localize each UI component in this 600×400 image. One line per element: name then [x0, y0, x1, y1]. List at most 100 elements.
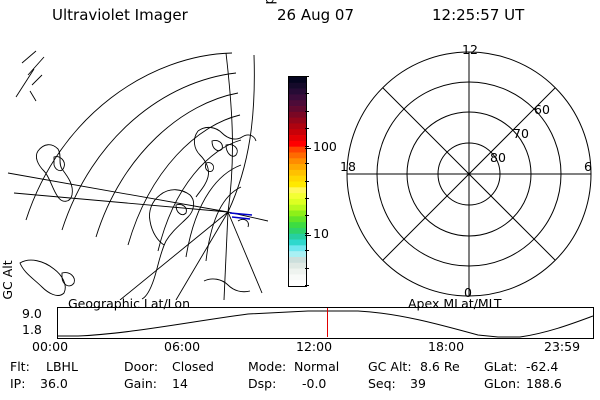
colorbar-band [289, 106, 306, 113]
colorbar-unit-main: photon cm [262, 0, 277, 4]
status-ip-label: IP: [10, 376, 26, 391]
status-dsp-value: -0.0 [302, 376, 327, 391]
colorbar-band [289, 152, 306, 159]
svg-text:70: 70 [513, 126, 529, 141]
colorbar-minor-tick [305, 111, 309, 112]
colorbar-band [289, 100, 306, 107]
colorbar-minor-tick [305, 181, 309, 182]
colorbar-band [289, 175, 306, 182]
svg-text:18: 18 [340, 159, 356, 174]
colorbar-minor-tick [305, 233, 309, 234]
status-door-value: Closed [172, 359, 214, 374]
app-title: Ultraviolet Imager [52, 6, 188, 24]
colorbar-band [289, 239, 306, 246]
observation-time: 12:25:57 UT [432, 6, 525, 24]
status-glat-label: GLat: [484, 359, 518, 374]
colorbar-band [289, 129, 306, 136]
time-tick-3: 18:00 [428, 339, 465, 354]
status-door-label: Door: [124, 359, 159, 374]
svg-text:6: 6 [584, 159, 592, 174]
left-panel-caption: Geographic Lat/Lon [68, 296, 190, 311]
colorbar-band [289, 204, 306, 211]
colorbar-band [289, 227, 306, 235]
time-tick-0: 00:00 [32, 339, 69, 354]
colorbar-minor-tick [305, 198, 309, 199]
geographic-map-svg [0, 45, 268, 300]
status-flt-value: LBHL [46, 359, 78, 374]
colorbar-band [289, 158, 306, 165]
altitude-tick-max: 9.0 [22, 306, 42, 321]
status-gcalt-label: GC Alt: [368, 359, 412, 374]
polar-spokes [347, 52, 591, 296]
apex-polar-svg: 12 18 6 0 60 70 80 [340, 42, 592, 300]
colorbar-band [289, 210, 306, 217]
status-ip-value: 36.0 [40, 376, 68, 391]
colorbar-band [289, 233, 306, 240]
colorbar-minor-tick [305, 268, 309, 269]
altitude-axis-label: GC Alt [0, 260, 15, 300]
status-glon-label: GLon: [484, 376, 521, 391]
status-seq-value: 39 [410, 376, 426, 391]
right-panel-caption: Apex MLat/MLT [408, 296, 502, 311]
colorbar-band [289, 164, 306, 171]
colorbar-minor-tick [305, 215, 309, 216]
colorbar-band [289, 268, 306, 275]
colorbar-band [289, 274, 306, 281]
colorbar-minor-tick [305, 285, 309, 286]
apex-polar-panel: 12 18 6 0 60 70 80 [338, 42, 600, 300]
colorbar-band [289, 280, 306, 286]
colorbar-band [289, 82, 306, 89]
colorbar-minor-tick [305, 128, 309, 129]
status-glon-value: 188.6 [526, 376, 562, 391]
colorbar-band [289, 216, 306, 223]
time-tick-1: 06:00 [164, 339, 201, 354]
colorbar-band [289, 94, 306, 101]
colorbar-gradient [289, 77, 306, 286]
colorbar-tick-mark [305, 148, 311, 149]
status-gcalt-value: 8.6 Re [420, 359, 460, 374]
svg-text:80: 80 [490, 150, 506, 165]
colorbar-tick-label-1: 10 [313, 226, 329, 241]
colorbar-minor-tick [305, 93, 309, 94]
status-dsp-label: Dsp: [248, 376, 277, 391]
colorbar-minor-tick [305, 163, 309, 164]
colorbar-band [289, 187, 306, 194]
time-tick-4: 23:59 [544, 339, 581, 354]
altitude-plot-frame [57, 307, 594, 339]
geographic-map-panel [0, 45, 268, 300]
polar-labels: 12 18 6 0 60 70 80 [340, 42, 592, 300]
colorbar-band [289, 77, 306, 84]
observation-date: 26 Aug 07 [277, 6, 354, 24]
colorbar-minor-tick [305, 146, 309, 147]
intensity-colorbar [288, 76, 307, 287]
colorbar-band [289, 198, 306, 206]
colorbar-band [289, 123, 306, 130]
svg-text:12: 12 [462, 42, 478, 57]
colorbar-band [289, 251, 306, 258]
colorbar-band [289, 117, 306, 124]
status-mode-label: Mode: [248, 359, 287, 374]
status-glat-value: -62.4 [526, 359, 559, 374]
svg-text:60: 60 [534, 102, 550, 117]
colorbar-tick-label-0: 100 [313, 139, 337, 154]
status-gain-value: 14 [172, 376, 188, 391]
coastline-outlines [16, 51, 256, 299]
graticule-lines [8, 53, 268, 300]
colorbar-band [289, 222, 306, 229]
colorbar-minor-tick [305, 76, 309, 77]
status-mode-value: Normal [294, 359, 340, 374]
colorbar-band [289, 181, 306, 188]
colorbar-band [289, 256, 306, 264]
satellite-track-marker [229, 212, 253, 220]
altitude-tick-min: 1.8 [22, 322, 42, 337]
colorbar-band [289, 169, 306, 177]
colorbar-axis-label: photon cm-2s-1 [262, 0, 277, 90]
colorbar-band [289, 88, 306, 95]
colorbar-band [289, 135, 306, 142]
colorbar-band [289, 262, 306, 269]
time-cursor[interactable] [327, 308, 328, 337]
status-seq-label: Seq: [368, 376, 396, 391]
colorbar-minor-tick [305, 250, 309, 251]
colorbar-band [289, 245, 306, 252]
